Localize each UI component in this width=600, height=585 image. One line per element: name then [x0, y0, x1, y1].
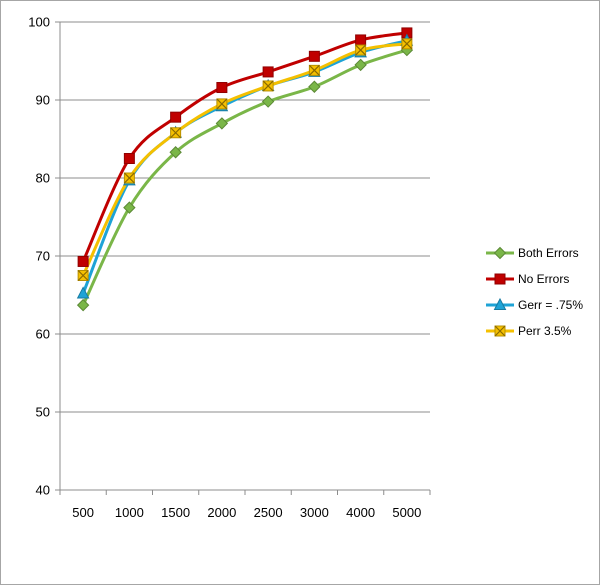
- marker-cross: [123, 172, 135, 184]
- series-markers: [76, 27, 414, 312]
- data-point-x: [262, 80, 274, 92]
- legend-item: No Errors: [486, 272, 569, 286]
- x-tick-label: 500: [72, 505, 94, 520]
- series-lines: [81, 31, 409, 307]
- x-tick-label: 5000: [392, 505, 421, 520]
- x-axis-ticks: 500 1000 1500 2000 2500 3000 4000 5000: [59, 490, 431, 520]
- data-point-square: [77, 255, 89, 267]
- data-point-square: [123, 153, 135, 164]
- marker-cross: [262, 80, 274, 92]
- y-axis-ticks: 40 50 60 70 80 90 100: [28, 15, 60, 498]
- data-point-diamond: [354, 58, 367, 72]
- series-points: [76, 43, 414, 312]
- series-points: [77, 38, 413, 281]
- data-point-x: [401, 38, 413, 50]
- x-tick-label: 1000: [115, 505, 144, 520]
- legend-label: Both Errors: [518, 246, 579, 260]
- legend-marker: [493, 297, 507, 310]
- legend-item: Gerr = .75%: [486, 297, 583, 312]
- data-point-diamond: [169, 146, 182, 159]
- x-tick-label: 2500: [254, 505, 283, 520]
- data-point-diamond: [215, 117, 229, 130]
- marker-cross: [170, 127, 182, 139]
- marker-cross: [77, 270, 89, 281]
- legend-item: Perr 3.5%: [486, 324, 572, 338]
- series-points: [77, 27, 413, 267]
- legend: Both Errors No Errors Gerr = .75% Perr 3.5%: [486, 246, 583, 338]
- legend-marker: [494, 273, 506, 285]
- x-tick-label: 2000: [207, 505, 236, 520]
- y-tick-label: 100: [28, 15, 50, 30]
- y-tick-label: 50: [36, 405, 50, 420]
- y-tick-label: 40: [36, 483, 50, 498]
- marker-cross: [494, 325, 506, 337]
- legend-label: No Errors: [518, 272, 569, 286]
- y-tick-label: 60: [36, 327, 50, 342]
- legend-marker: [494, 325, 506, 337]
- marker-cross: [308, 64, 320, 76]
- legend-item: Both Errors: [486, 246, 579, 260]
- data-point-triangle: [76, 286, 90, 299]
- data-point-x: [355, 44, 367, 56]
- legend-marker: [493, 246, 507, 260]
- y-tick-label: 90: [36, 93, 50, 108]
- marker-cross: [401, 38, 413, 50]
- data-point-square: [308, 50, 320, 62]
- gridlines: [60, 21, 430, 413]
- legend-label: Gerr = .75%: [518, 298, 583, 312]
- data-point-x: [170, 127, 182, 139]
- data-point-square: [262, 66, 274, 78]
- marker-cross: [355, 44, 367, 56]
- data-point-square: [170, 111, 182, 123]
- data-point-square: [216, 82, 228, 94]
- data-point-x: [308, 64, 320, 76]
- data-point-x: [77, 270, 89, 281]
- data-point-diamond: [76, 298, 90, 312]
- y-tick-label: 80: [36, 171, 50, 186]
- x-tick-label: 3000: [300, 505, 329, 520]
- x-tick-label: 1500: [161, 505, 190, 520]
- data-point-x: [216, 98, 228, 110]
- data-point-diamond: [261, 95, 275, 108]
- data-point-diamond: [308, 80, 321, 93]
- x-tick-label: 4000: [346, 505, 375, 520]
- marker-cross: [216, 98, 228, 110]
- legend-label: Perr 3.5%: [518, 324, 572, 338]
- data-point-square: [355, 34, 367, 46]
- data-point-x: [123, 172, 135, 184]
- data-point-diamond: [123, 201, 136, 214]
- y-tick-label: 70: [36, 249, 50, 264]
- series-points: [76, 33, 414, 299]
